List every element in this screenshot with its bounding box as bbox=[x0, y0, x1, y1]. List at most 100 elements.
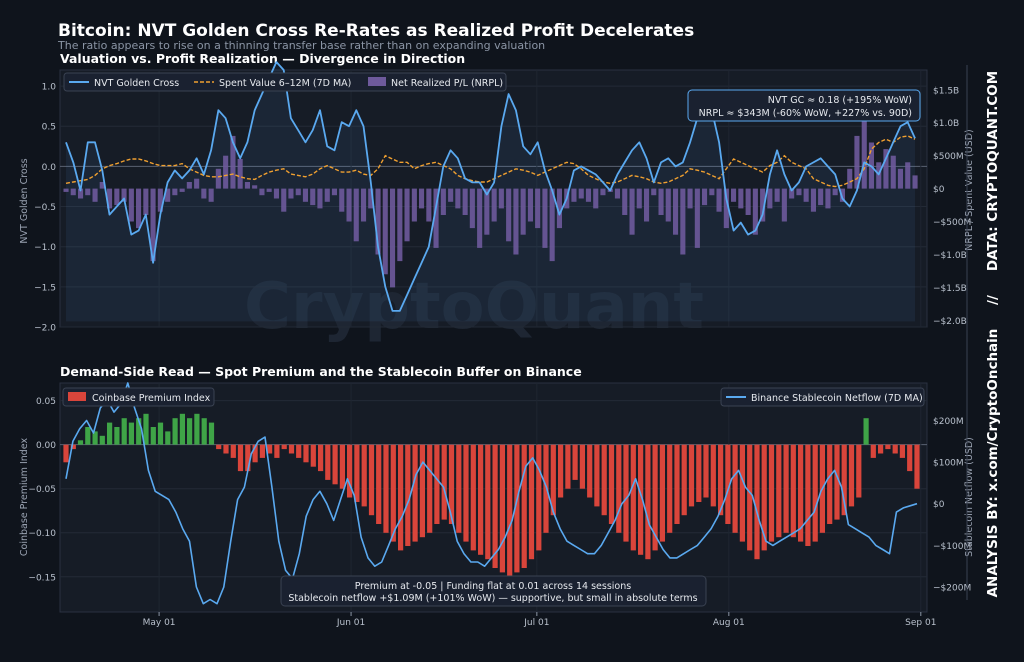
premium-bar bbox=[608, 444, 615, 524]
nrpl-bar bbox=[215, 168, 221, 189]
premium-bar bbox=[63, 444, 69, 463]
premium-bar bbox=[536, 444, 542, 551]
top-left-axis: 1.0 0.5 0.0 −0.5 −1.0 −1.5 −2.0 bbox=[34, 83, 56, 334]
premium-bar bbox=[856, 444, 862, 498]
annotation-nvt: NVT GC ≈ 0.18 (+195% WoW) bbox=[768, 95, 912, 106]
premium-bar bbox=[216, 444, 222, 450]
nrpl-bar bbox=[179, 188, 185, 192]
nrpl-bar bbox=[883, 149, 889, 189]
premium-bar bbox=[441, 444, 447, 520]
premium-bar bbox=[783, 444, 789, 533]
premium-bar bbox=[347, 444, 353, 498]
premium-bar bbox=[354, 444, 360, 502]
top-ytick-label: −2.0 bbox=[34, 324, 56, 334]
nrpl-bar bbox=[665, 188, 671, 222]
bottom-legend-left-box bbox=[62, 387, 215, 407]
x-tick-label: Jul 01 bbox=[523, 618, 549, 628]
premium-bar bbox=[114, 427, 120, 445]
nrpl-bar bbox=[774, 188, 780, 202]
nrpl-bar bbox=[781, 188, 787, 222]
nrpl-bar bbox=[687, 188, 693, 209]
nrpl-bar bbox=[78, 188, 84, 199]
annotation-stablecoin: Stablecoin netflow +$1.09M (+101% WoW) —… bbox=[288, 593, 697, 604]
nrpl-bar bbox=[397, 188, 403, 262]
top-panel-title: Valuation vs. Profit Realization — Diver… bbox=[60, 51, 465, 66]
nrpl-bar bbox=[629, 188, 635, 235]
nrpl-bar bbox=[368, 188, 374, 209]
premium-bar bbox=[456, 444, 462, 533]
nrpl-bar bbox=[361, 188, 367, 222]
bottom-panel-title: Demand-Side Read — Spot Premium and the … bbox=[60, 364, 582, 379]
premium-bar bbox=[267, 444, 273, 454]
nrpl-bar bbox=[165, 188, 171, 202]
nrpl-bar bbox=[244, 182, 250, 189]
nrpl-bar bbox=[411, 188, 417, 222]
nrpl-bar bbox=[331, 188, 337, 196]
nrpl-bar bbox=[237, 159, 243, 189]
premium-bar bbox=[594, 444, 600, 507]
top-ytick-label: −0.5 bbox=[34, 203, 56, 213]
nrpl-bar bbox=[455, 188, 461, 209]
nrpl-bar bbox=[636, 188, 642, 209]
nrpl-bar bbox=[876, 162, 882, 189]
bottom-annotation-box bbox=[280, 575, 707, 607]
nrpl-bar bbox=[897, 168, 903, 189]
nrpl-bar bbox=[752, 188, 758, 235]
top-right-tick-label: −$500M bbox=[933, 218, 971, 228]
premium-bar bbox=[376, 444, 382, 524]
top-ytick-label: 1.0 bbox=[42, 83, 57, 93]
nrpl-bar bbox=[709, 188, 715, 196]
premium-bar bbox=[638, 444, 644, 555]
premium-bar bbox=[296, 444, 302, 458]
premium-bar bbox=[470, 444, 476, 551]
premium-bar bbox=[259, 444, 265, 458]
nrpl-bar bbox=[121, 188, 127, 202]
nrpl-bar bbox=[854, 135, 860, 189]
premium-bar bbox=[543, 444, 549, 533]
premium-bar bbox=[725, 444, 731, 524]
nrpl-bar bbox=[136, 188, 142, 229]
nrpl-bar bbox=[288, 188, 294, 199]
bottom-right-ylabel: Stablecoin Netflow (USD) bbox=[964, 437, 975, 557]
nrpl-bar bbox=[273, 188, 279, 199]
top-ytick-label: 0.5 bbox=[42, 123, 56, 133]
nrpl-bar bbox=[803, 188, 809, 202]
nrpl-bar bbox=[143, 188, 149, 215]
top-right-tick-label: −$1.0B bbox=[933, 251, 967, 261]
premium-bar bbox=[863, 418, 869, 445]
premium-bar bbox=[172, 418, 178, 445]
bottom-right-tick-label: $100M bbox=[933, 459, 964, 469]
nrpl-bar bbox=[890, 155, 896, 189]
premium-bar bbox=[914, 444, 920, 489]
nrpl-bar bbox=[186, 182, 192, 189]
top-legend: NVT Golden Cross Spent Value 6–12M (7D M… bbox=[63, 72, 507, 92]
nrpl-bar bbox=[419, 188, 425, 209]
nrpl-bar bbox=[201, 188, 207, 199]
premium-bar bbox=[688, 444, 695, 507]
bottom-ytick-label: −0.10 bbox=[28, 529, 56, 539]
premium-bar bbox=[659, 444, 665, 542]
top-right-tick-label: $500M bbox=[933, 152, 964, 162]
premium-bar bbox=[768, 444, 775, 542]
premium-bar bbox=[318, 444, 324, 472]
premium-bar bbox=[550, 444, 556, 516]
bottom-ytick-label: 0.00 bbox=[36, 441, 56, 451]
premium-bar bbox=[325, 444, 331, 480]
premium-bar bbox=[223, 444, 229, 454]
premium-bar bbox=[434, 444, 440, 524]
nrpl-bar bbox=[593, 188, 599, 209]
premium-bar bbox=[208, 422, 215, 445]
bottom-legend-left: Coinbase Premium Index bbox=[62, 387, 215, 407]
premium-bar bbox=[572, 444, 578, 480]
nrpl-bar bbox=[375, 188, 381, 255]
premium-bar bbox=[841, 444, 847, 516]
premium-bar bbox=[499, 444, 505, 573]
nrpl-bar bbox=[810, 188, 816, 212]
premium-bar bbox=[601, 444, 607, 516]
bottom-ytick-label: −0.05 bbox=[28, 485, 56, 495]
premium-bar bbox=[245, 444, 251, 472]
premium-bar bbox=[339, 444, 345, 489]
bottom-left-axis: 0.05 0.00 −0.05 −0.10 −0.15 bbox=[28, 397, 56, 583]
premium-bar bbox=[514, 444, 520, 573]
nrpl-bar bbox=[63, 188, 69, 192]
